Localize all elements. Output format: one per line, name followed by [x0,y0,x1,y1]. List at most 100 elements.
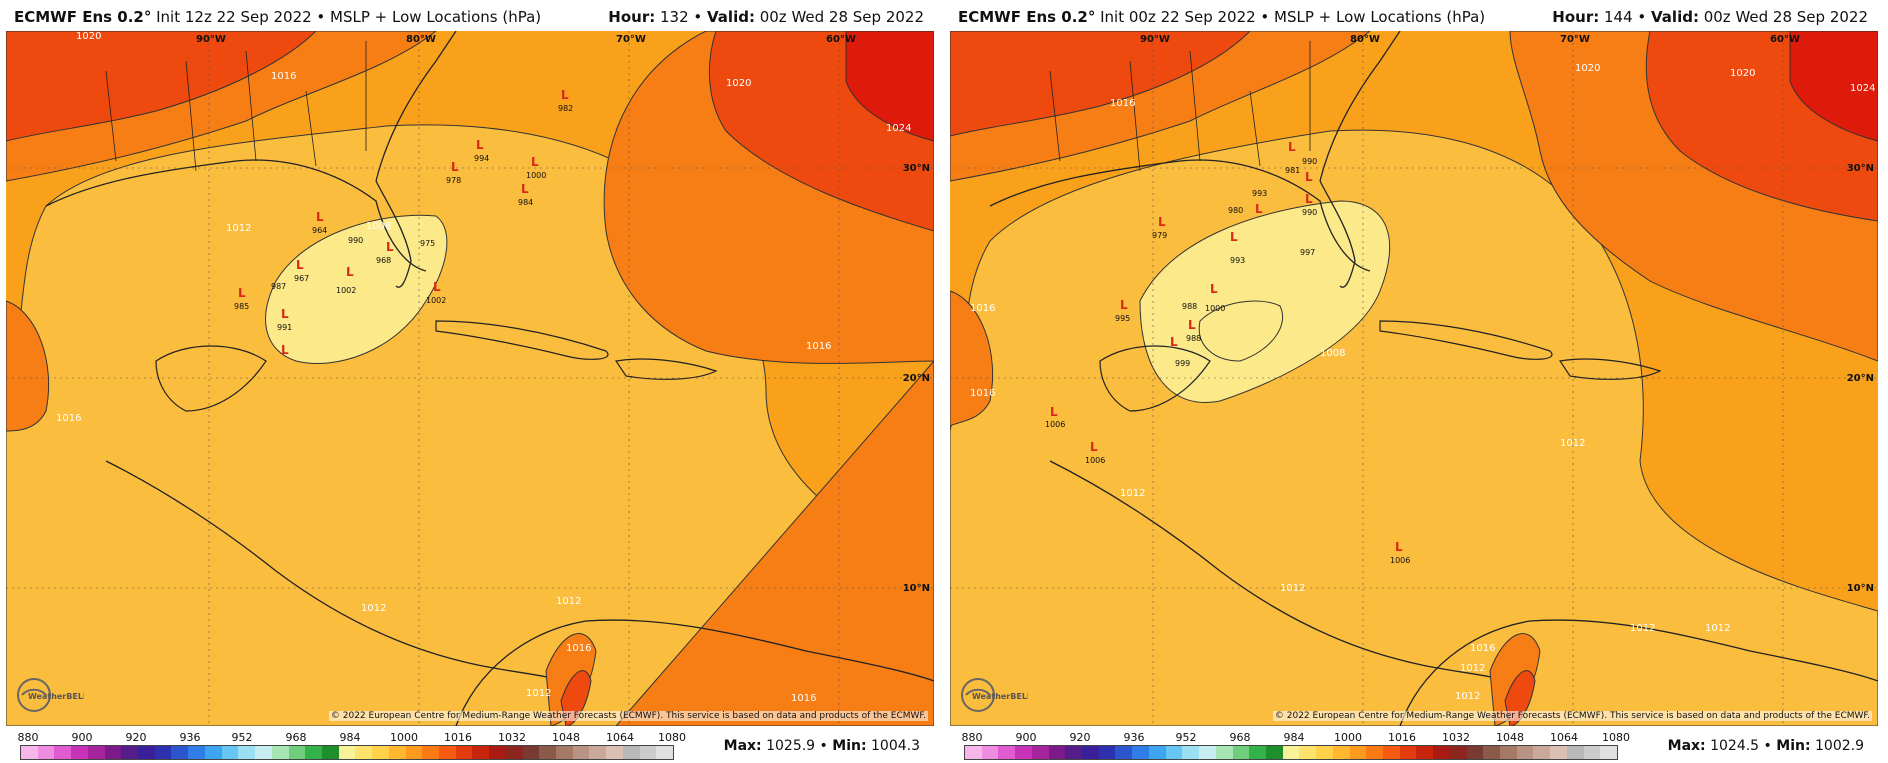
lat-label: 30°N [903,163,930,174]
scale-tick: 900 [71,731,93,744]
isobar-1016-west [6,300,50,432]
color-bar-swatch [171,746,189,759]
color-bar-swatch [606,746,623,759]
center-value: 1002 [426,296,446,305]
color-bar-swatch [1466,746,1484,759]
color-bar-swatch [1500,746,1517,759]
us-state-borders [105,41,367,172]
low-marker: L [316,210,324,224]
color-bar-swatch [539,746,556,759]
color-bar-swatch [1533,746,1551,759]
isobar-label: 1024 [1850,83,1875,94]
isobar-1028-region [1789,31,1878,142]
lon-label: 80°W [406,34,436,45]
isobar-label: 1012 [1705,623,1730,634]
lat-labels: 30°N 20°N 10°N [1847,163,1874,594]
weatherbell-logo: WeatherBELL [958,674,1028,716]
scale-tick: 952 [1175,731,1197,744]
lon-labels: 90°W 80°W 70°W 60°W [1140,34,1800,45]
color-bar-swatch [656,746,674,759]
lat-label: 10°N [903,583,930,594]
color-bar-swatch [438,746,456,759]
hour-label: Hour: [608,8,656,26]
scale-tick: 952 [231,731,253,744]
scale-tick: 1016 [444,731,472,744]
init-text: Init 00z 22 Sep 2022 • MSLP + Low Locati… [1095,8,1486,26]
low-marker: L [1210,282,1218,296]
low-marker: L [1090,440,1098,454]
color-bar-swatch [1165,746,1183,759]
color-bar-swatch [1098,746,1116,759]
center-value: 967 [294,274,309,283]
isobar-label: 1008 [1320,348,1345,359]
coastline-central-america [1049,460,1511,682]
isobar-label: 1016 [791,693,816,704]
coastline-hispaniola [1558,358,1662,380]
scale-tick: 1064 [606,731,634,744]
isobar-label: 1012 [1630,623,1655,634]
center-value: 993 [1230,256,1245,265]
low-marker: L [281,307,289,321]
color-bar-swatch [1199,746,1216,759]
low-center-values: 990 981 993 990 997 979 980 995 999 993 … [1045,157,1410,565]
low-marker: L [1230,230,1238,244]
lon-label: 90°W [1140,34,1170,45]
center-value: 980 [1228,206,1243,215]
isobar-label: 1020 [1575,63,1600,74]
center-value: 993 [1252,189,1267,198]
color-bar-swatch [1316,746,1333,759]
center-value: 991 [277,323,292,332]
color-bar-swatch [1399,746,1417,759]
color-bar-swatch [1249,746,1266,759]
color-bar-swatch [1382,746,1400,759]
coastline-south-america [455,619,934,726]
color-bar-swatch [21,746,38,759]
center-value: 964 [312,226,327,235]
isobar-1020-region [603,31,934,726]
low-marker: L [346,265,354,279]
coastline-cuba [1379,320,1553,360]
coastline-cuba [435,320,609,360]
header-title: ECMWF Ens 0.2° Init 00z 22 Sep 2022 • MS… [958,8,1485,26]
scale-tick: 968 [1229,731,1251,744]
center-value: 1000 [1205,304,1225,313]
coastline-central-america [105,460,567,682]
low-marker: L [238,286,246,300]
isobar-label: 1020 [726,78,751,89]
lon-labels: 90°W 80°W 70°W 60°W [196,34,856,45]
isobar-label: 1012 [526,688,551,699]
color-bar-swatch [54,746,72,759]
lon-label: 60°W [1770,34,1800,45]
map-svg: 90°W 80°W 70°W 60°W 30°N 20°N 10°N 1020 … [950,31,1878,726]
scale-tick: 936 [1123,731,1145,744]
scale-tick: 920 [125,731,147,744]
scale-tick: 1032 [498,731,526,744]
color-bar-swatch [1232,746,1250,759]
isobar-1020-north [950,31,1251,137]
model-name: ECMWF Ens 0.2 [14,8,144,26]
min-value: 1002.9 [1810,738,1864,754]
center-value: 995 [1115,314,1130,323]
scale-tick: 920 [1069,731,1091,744]
low-marker: L [1305,192,1313,206]
isobar-1008-region [265,214,448,364]
pressure-color-scale: 880 900 920 936 952 968 984 1000 1016 10… [18,731,686,761]
coastline-florida [375,180,412,288]
map-panel-right: ECMWF Ens 0.2° Init 00z 22 Sep 2022 • MS… [944,0,1888,763]
lat-label: 20°N [1847,373,1874,384]
low-center-values: 982 994 1000 984 964 967 985 991 987 100… [234,104,573,332]
color-bar-swatch [87,746,105,759]
scale-tick: 1032 [1442,731,1470,744]
color-bar-swatch [1265,746,1283,759]
scale-tick: 1080 [658,731,686,744]
scale-tick: 1080 [1602,731,1630,744]
center-value: 1006 [1390,556,1410,565]
center-value: 981 [1285,166,1300,175]
isobar-label: 1012 [1280,583,1305,594]
min-label: Min: [832,738,867,754]
color-bar-swatch [1349,746,1367,759]
coastline-florida [1319,180,1356,288]
low-marker: L [1188,318,1196,332]
color-bar-swatch [1065,746,1083,759]
center-value: 968 [376,256,391,265]
